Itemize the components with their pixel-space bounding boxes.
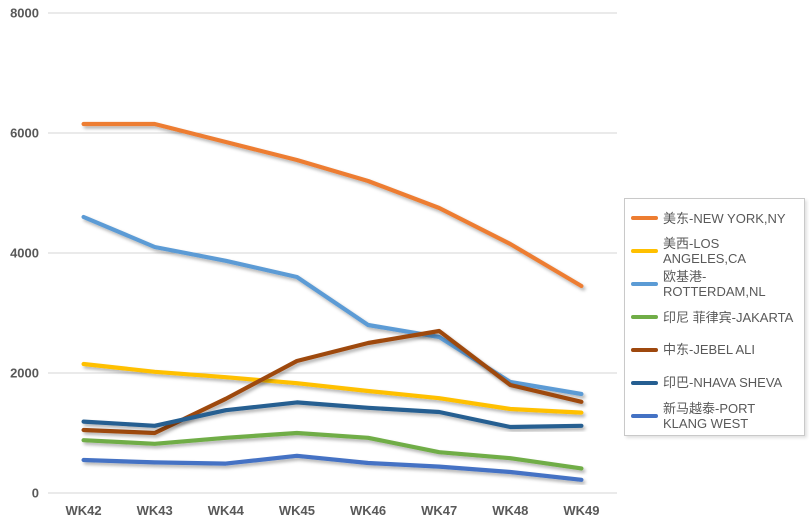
x-axis-tick-label: WK44: [208, 503, 245, 518]
y-axis-tick-label: 6000: [10, 126, 39, 141]
legend-item: 美东-NEW YORK,NY: [631, 202, 802, 235]
y-axis-tick-label: 2000: [10, 366, 39, 381]
legend-item-label: 美东-NEW YORK,NY: [663, 210, 786, 226]
legend-item: 印巴-NHAVA SHEVA: [631, 366, 802, 399]
legend-swatch-icon: [631, 347, 658, 352]
legend-swatch-icon: [631, 249, 658, 254]
x-axis-tick-label: WK46: [350, 503, 386, 518]
legend-item-label: 中东-JEBEL ALI: [663, 342, 755, 358]
legend-item-label: 印尼 菲律宾-JAKARTA: [663, 309, 794, 325]
legend-item-label: 印巴-NHAVA SHEVA: [663, 375, 783, 391]
legend-item: 新马越泰-PORT KLANG WEST: [631, 399, 802, 432]
series-line-1: [81, 361, 584, 415]
legend-item: 欧基港-ROTTERDAM,NL: [631, 268, 802, 301]
series-line-5: [81, 400, 584, 430]
legend-item-label: 新马越泰-PORT KLANG WEST: [663, 400, 755, 431]
series-line-0: [81, 121, 584, 289]
legend-item: 美西-LOS ANGELES,CA: [631, 235, 802, 268]
y-axis-tick-label: 0: [32, 486, 39, 501]
y-axis-tick-label: 8000: [10, 6, 39, 21]
legend-swatch-icon: [631, 216, 658, 221]
legend-item: 印尼 菲律宾-JAKARTA: [631, 301, 802, 334]
x-axis-tick-label: WK45: [279, 503, 315, 518]
x-axis-tick-label: WK47: [421, 503, 457, 518]
legend-swatch-icon: [631, 380, 658, 385]
chart-legend: 美东-NEW YORK,NY 美西-LOS ANGELES,CA 欧基港-ROTTE…: [624, 198, 805, 436]
gridlines: [48, 12, 617, 494]
x-axis-tick-label: WK48: [492, 503, 528, 518]
x-axis-tick-label: WK42: [66, 503, 102, 518]
legend-item: 中东-JEBEL ALI: [631, 333, 802, 366]
y-axis-tick-labels: 0 2000 4000 6000 8000: [10, 6, 39, 501]
series-line-3: [81, 430, 584, 471]
legend-item-label: 美西-LOS ANGELES,CA: [663, 236, 747, 267]
series-line-6: [81, 453, 584, 482]
legend-swatch-icon: [631, 282, 658, 287]
y-axis-tick-label: 4000: [10, 246, 39, 261]
x-axis-tick-label: WK43: [137, 503, 173, 518]
x-axis-tick-labels: WK42 WK43 WK44 WK45 WK46 WK47 WK48 WK49: [66, 503, 600, 518]
x-axis-tick-label: WK49: [563, 503, 599, 518]
legend-item-label: 欧基港-ROTTERDAM,NL: [663, 269, 766, 300]
legend-swatch-icon: [631, 315, 658, 319]
series-line-4: [81, 328, 584, 436]
series-lines: [81, 121, 584, 482]
legend-swatch-icon: [631, 413, 658, 418]
